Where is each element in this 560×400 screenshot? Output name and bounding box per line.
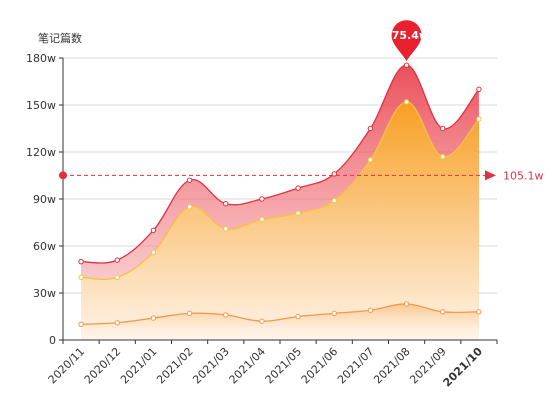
series-points bbox=[78, 62, 482, 328]
series-point bbox=[331, 310, 337, 317]
series-point bbox=[150, 315, 157, 321]
x-tick-label: 2021/06 bbox=[299, 345, 341, 387]
series-point bbox=[259, 196, 265, 202]
series-point bbox=[78, 321, 84, 328]
series-point bbox=[295, 210, 301, 216]
series-point bbox=[367, 125, 374, 132]
y-tick-label: 30w bbox=[33, 287, 56, 300]
series-point bbox=[223, 201, 229, 207]
series-point bbox=[440, 154, 446, 160]
x-tick-label: 2021/08 bbox=[371, 345, 413, 387]
series-point bbox=[223, 226, 229, 232]
x-tick-label: 2020/11 bbox=[46, 345, 88, 387]
series-point bbox=[150, 249, 157, 255]
series-point bbox=[186, 204, 193, 210]
x-tick-label: 2021/10 bbox=[441, 345, 486, 390]
x-tick-label: 2021/01 bbox=[118, 345, 160, 387]
y-tick-label: 90w bbox=[33, 193, 56, 206]
series-areas bbox=[81, 65, 479, 340]
series-point bbox=[403, 62, 410, 68]
series-point bbox=[78, 274, 84, 281]
series-point bbox=[295, 185, 301, 191]
y-tick-label: 0 bbox=[49, 334, 56, 347]
max-pin: 175.4w bbox=[384, 20, 429, 62]
series-point bbox=[403, 301, 410, 307]
series-point bbox=[223, 312, 229, 318]
mark-line-label: 105.1w bbox=[503, 169, 544, 182]
max-pin-label: 175.4w bbox=[384, 29, 429, 42]
y-tick-label: 120w bbox=[26, 146, 56, 159]
series-point bbox=[114, 274, 120, 281]
series-point bbox=[476, 116, 482, 122]
max-pin-marker bbox=[391, 20, 422, 62]
series-point bbox=[186, 310, 193, 317]
series-area-2 bbox=[81, 101, 479, 340]
series-point bbox=[367, 307, 374, 313]
axes bbox=[59, 57, 498, 344]
series-point bbox=[331, 197, 337, 204]
series-point bbox=[114, 320, 120, 326]
y-tick-label: 60w bbox=[33, 240, 56, 253]
average-mark-line: 105.1w bbox=[59, 169, 544, 182]
series-point bbox=[150, 227, 157, 234]
x-tick-label: 2021/04 bbox=[227, 345, 269, 387]
series-point bbox=[186, 177, 193, 183]
series-point bbox=[78, 258, 84, 265]
series-point bbox=[295, 313, 301, 320]
series-point bbox=[403, 99, 410, 105]
series-point bbox=[259, 318, 265, 324]
series-point bbox=[476, 86, 482, 93]
series-line-3 bbox=[81, 303, 479, 325]
series-point bbox=[476, 309, 482, 315]
series-point bbox=[331, 171, 337, 177]
series-point bbox=[367, 157, 374, 163]
x-tick-label: 2020/12 bbox=[82, 345, 124, 387]
x-tick-label: 2021/02 bbox=[154, 345, 196, 387]
series-point bbox=[440, 125, 446, 132]
series-point bbox=[440, 309, 446, 315]
x-tick-label: 2021/03 bbox=[190, 345, 232, 387]
series-point bbox=[114, 257, 120, 263]
y-tick-label: 150w bbox=[26, 99, 56, 112]
series-point bbox=[259, 216, 265, 223]
y-axis-title: 笔记篇数 bbox=[38, 31, 82, 45]
mark-line-arrow bbox=[485, 170, 496, 181]
x-tick-label: 2021/07 bbox=[335, 345, 377, 387]
series-area-3 bbox=[81, 303, 479, 340]
y-tick-label: 180w bbox=[26, 52, 56, 65]
x-tick-label: 2021/05 bbox=[263, 345, 305, 387]
